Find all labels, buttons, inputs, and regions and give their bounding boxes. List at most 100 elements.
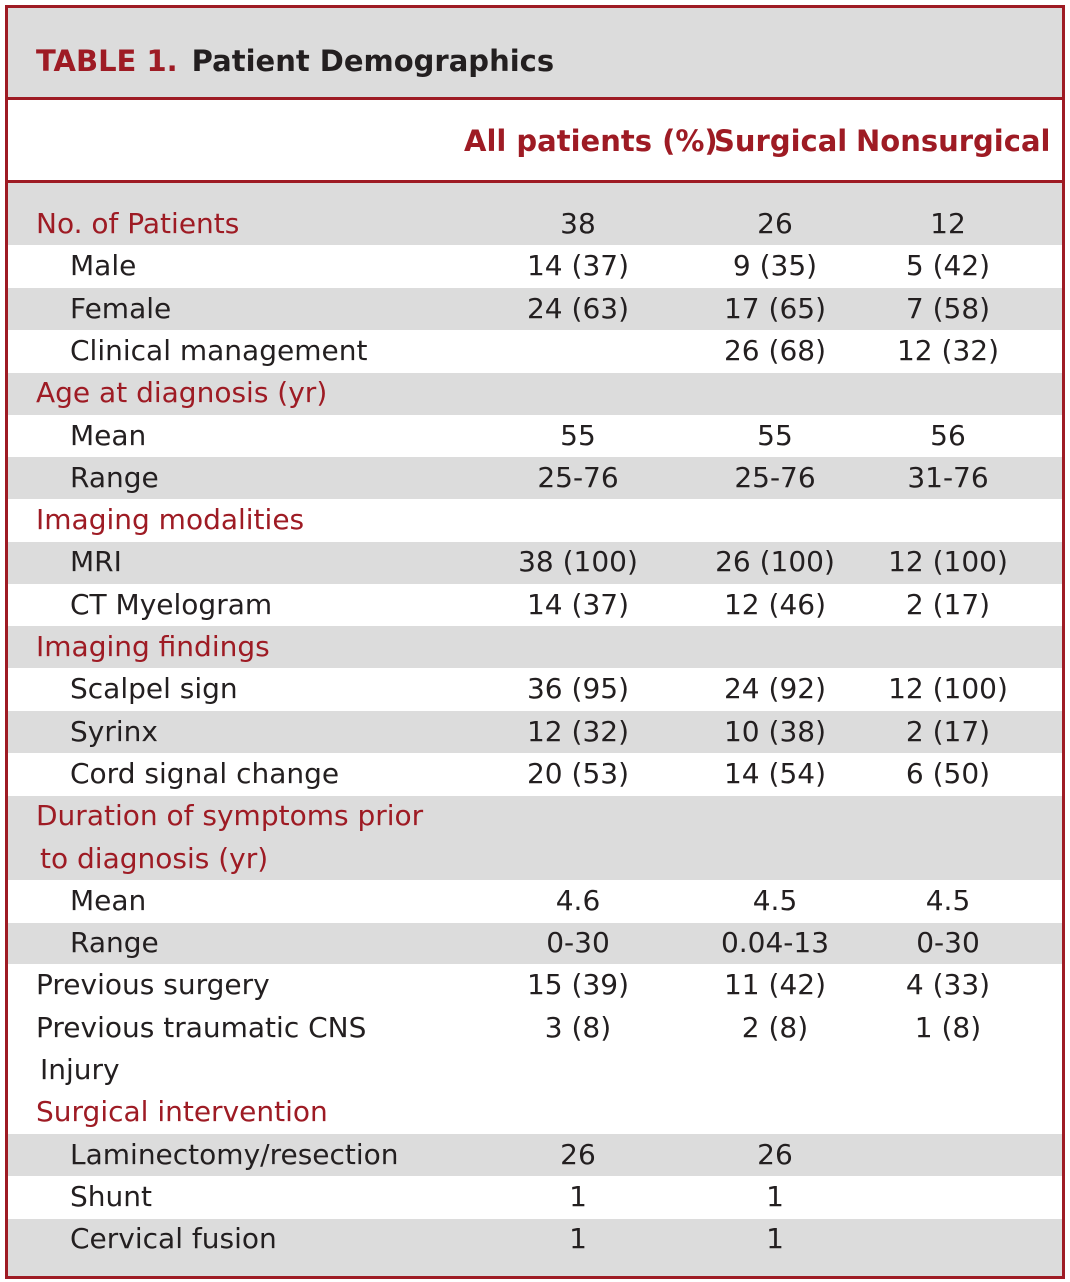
row-value: 56: [930, 418, 966, 452]
row-label: Cord signal change: [70, 756, 340, 790]
row-label: Male: [70, 249, 137, 283]
row-label: Imaging findings: [36, 630, 270, 663]
row-value: 12 (32): [896, 333, 999, 367]
row-label: Scalpel sign: [70, 672, 238, 706]
row-value: 36 (95): [526, 672, 629, 706]
row-value: 55: [757, 418, 793, 452]
row-label: Age at diagnosis (yr): [36, 376, 328, 410]
row-value: 26: [757, 207, 793, 240]
row-label: Female: [70, 291, 172, 325]
row-value: 2 (8): [741, 1010, 809, 1044]
row-value: 14 (37): [526, 249, 629, 283]
row-label: Mean: [70, 418, 147, 452]
row-value: 0.04-13: [720, 926, 830, 960]
row-value: 0-30: [916, 926, 980, 960]
row-label: to diagnosis (yr): [40, 841, 269, 875]
table-row: Mean 4.6 4.5 4.5: [8, 879, 1062, 923]
row-value: 4.5: [752, 883, 798, 917]
row-label: Range: [70, 460, 159, 494]
row-value: 1 (8): [914, 1010, 982, 1044]
row-label: MRI: [70, 545, 122, 579]
row-value: 12 (100): [888, 545, 1008, 579]
table-row: Age at diagnosis (yr): [8, 372, 1062, 415]
row-label: Syrinx: [70, 714, 158, 748]
row-value: 1: [569, 1222, 587, 1256]
table-row: Previous surgery 15 (39) 11 (42) 4 (33): [8, 964, 1062, 1008]
table-title-bar: TABLE 1. Patient Demographics: [8, 8, 1062, 100]
row-value: 5 (42): [905, 249, 991, 283]
table-row: Shunt 1 1: [8, 1175, 1062, 1219]
row-value: 12: [930, 207, 966, 240]
row-label: Cervical fusion: [70, 1222, 277, 1256]
column-header-nonsurgical: Nonsurgical: [856, 124, 1051, 158]
row-label: Surgical intervention: [36, 1095, 328, 1129]
row-value: 26: [560, 1137, 596, 1171]
row-label: No. of Patients: [36, 207, 240, 240]
row-value: 55: [560, 418, 596, 452]
row-value: 4.6: [555, 883, 601, 917]
row-value: 7 (58): [905, 291, 991, 325]
table-row: No. of Patients 38 26 12: [8, 203, 1062, 246]
row-label: Duration of symptoms prior: [36, 799, 424, 833]
row-label: Previous traumatic CNS: [36, 1010, 367, 1044]
row-value: 12 (100): [888, 672, 1008, 706]
row-label: Laminectomy/resection: [70, 1137, 399, 1171]
row-value: 3 (8): [544, 1010, 612, 1044]
table-number: TABLE 1.: [36, 44, 178, 78]
table-row: CT Myelogram 14 (37) 12 (46) 2 (17): [8, 583, 1062, 627]
row-label: Previous surgery: [36, 968, 270, 1002]
table-row: to diagnosis (yr): [8, 838, 1062, 881]
table-row: Range 25-76 25-76 31-76: [8, 457, 1062, 500]
row-label: Mean: [70, 883, 147, 917]
row-value: 14 (54): [723, 756, 826, 790]
table-row: Imaging findings: [8, 626, 1062, 669]
row-value: 24 (63): [526, 291, 629, 325]
table-row: Scalpel sign 36 (95) 24 (92) 12 (100): [8, 668, 1062, 712]
row-value: 4 (33): [905, 968, 991, 1002]
table-row: Surgical intervention: [8, 1091, 1062, 1135]
row-value: 26 (100): [715, 545, 835, 579]
row-label: Clinical management: [70, 333, 368, 367]
row-label: Shunt: [70, 1179, 152, 1213]
row-value: 10 (38): [723, 714, 826, 748]
row-value: 0-30: [546, 926, 610, 960]
column-header-all-patients: All patients (%): [464, 124, 718, 158]
row-value: 25-76: [734, 460, 816, 494]
row-label: Imaging modalities: [36, 503, 305, 537]
row-label: Range: [70, 926, 159, 960]
row-value: 17 (65): [723, 291, 826, 325]
row-value: 38: [560, 207, 596, 240]
table-frame: TABLE 1. Patient Demographics All patient…: [5, 5, 1065, 1279]
row-value: 26 (68): [723, 333, 826, 367]
row-value: 38 (100): [518, 545, 638, 579]
row-value: 15 (39): [526, 968, 629, 1002]
table-row: Laminectomy/resection 26 26: [8, 1134, 1062, 1177]
table-row: Injury: [8, 1049, 1062, 1092]
row-value: 12 (46): [723, 587, 826, 621]
table-caption: TABLE 1. Patient Demographics: [36, 44, 554, 78]
table-row: Previous traumatic CNS 3 (8) 2 (8) 1 (8): [8, 1006, 1062, 1050]
row-value: 24 (92): [723, 672, 826, 706]
table-row: Cervical fusion 1 1: [8, 1218, 1062, 1261]
table-row: Duration of symptoms prior: [8, 795, 1062, 838]
row-value: 6 (50): [905, 756, 991, 790]
row-value: 1: [569, 1179, 587, 1213]
row-value: 31-76: [907, 460, 989, 494]
table-row: Mean 55 55 56: [8, 414, 1062, 458]
row-value: 4.5: [925, 883, 971, 917]
column-header-surgical: Surgical: [714, 124, 848, 158]
row-value: 12 (32): [526, 714, 629, 748]
table-row: Syrinx 12 (32) 10 (38) 2 (17): [8, 711, 1062, 754]
table-title: Patient Demographics: [191, 44, 555, 78]
row-value: 9 (35): [732, 249, 818, 283]
table-row: Female 24 (63) 17 (65) 7 (58): [8, 288, 1062, 331]
table-row: Cord signal change 20 (53) 14 (54) 6 (50): [8, 752, 1062, 796]
table-row: Imaging modalities: [8, 499, 1062, 542]
row-value: 1: [766, 1222, 784, 1256]
row-value: 1: [766, 1179, 784, 1213]
table-row: MRI 38 (100) 26 (100) 12 (100): [8, 541, 1062, 584]
row-value: 11 (42): [723, 968, 826, 1002]
row-value: 2 (17): [905, 714, 991, 748]
table-row: Clinical management 26 (68) 12 (32): [8, 329, 1062, 373]
row-value: 14 (37): [526, 587, 629, 621]
